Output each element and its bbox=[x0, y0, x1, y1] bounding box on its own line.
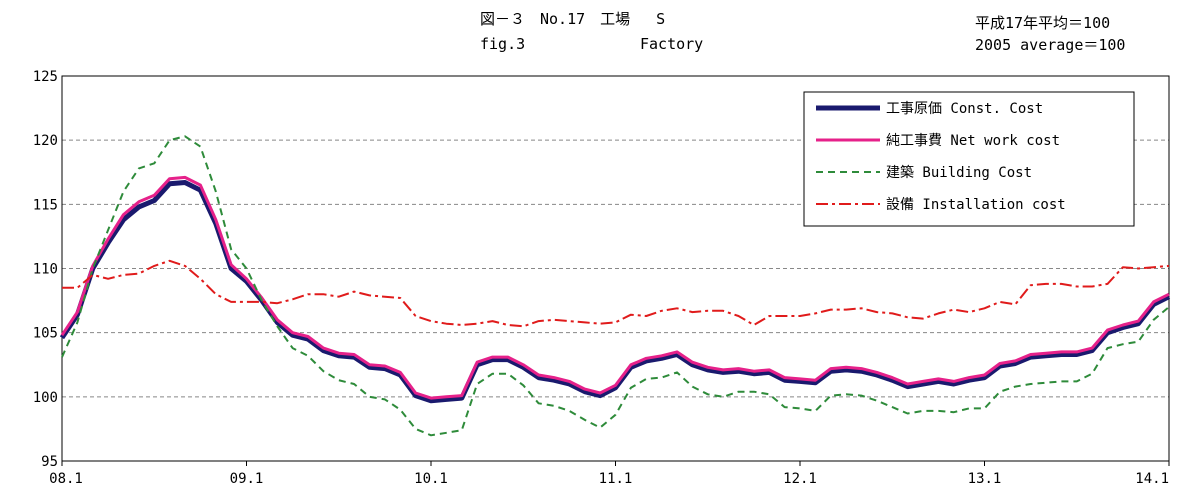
series-line-3 bbox=[62, 259, 1170, 328]
x-tick-label-3: 11.1 bbox=[599, 471, 633, 487]
y-tick-label-1: 100 bbox=[33, 390, 58, 406]
y-tick-label-4: 115 bbox=[33, 197, 58, 213]
chart-title-suffix: S bbox=[656, 10, 666, 28]
series-line-1 bbox=[60, 175, 1170, 400]
series-line-0 bbox=[59, 180, 1171, 404]
y-axis-ticks: 95 100 105 110 115 120 125 bbox=[33, 69, 58, 470]
chart-subtitle: fig.3 bbox=[480, 35, 526, 53]
legend-label-1: 純工事費 Net work cost bbox=[886, 133, 1060, 149]
x-axis-ticks: 08.1 09.1 10.1 11.1 12.1 13.1 14.1 bbox=[49, 461, 1170, 487]
y-tick-label-3: 110 bbox=[33, 262, 58, 278]
x-tick-label-1: 09.1 bbox=[230, 471, 264, 487]
series-lines bbox=[59, 135, 1171, 437]
x-tick-label-6: 14.1 bbox=[1135, 471, 1169, 487]
legend-box bbox=[803, 91, 1135, 227]
y-tick-label-6: 125 bbox=[33, 69, 58, 85]
y-tick-label-5: 120 bbox=[33, 133, 58, 149]
legend-label-0: 工事原価 Const. Cost bbox=[886, 101, 1043, 117]
x-tick-label-0: 08.1 bbox=[49, 471, 83, 487]
series-line-2 bbox=[61, 135, 1170, 437]
x-tick-label-2: 10.1 bbox=[414, 471, 448, 487]
y-tick-label-2: 105 bbox=[33, 326, 58, 342]
base-note-en: 2005 average＝100 bbox=[975, 36, 1126, 54]
x-tick-label-5: 13.1 bbox=[968, 471, 1002, 487]
base-note-ja: 平成17年平均＝100 bbox=[975, 14, 1111, 32]
y-tick-label-0: 95 bbox=[41, 454, 58, 470]
x-tick-label-4: 12.1 bbox=[783, 471, 817, 487]
legend-label-2: 建築 Building Cost bbox=[886, 165, 1032, 181]
chart-subtitle-factory: Factory bbox=[640, 35, 704, 53]
legend-label-3: 設備 Installation cost bbox=[886, 197, 1066, 213]
legend: 工事原価 Const. Cost 純工事費 Net work cost 建築 Bui… bbox=[803, 91, 1135, 227]
chart-title: 図－３ No.17 工場 S bbox=[480, 10, 666, 28]
